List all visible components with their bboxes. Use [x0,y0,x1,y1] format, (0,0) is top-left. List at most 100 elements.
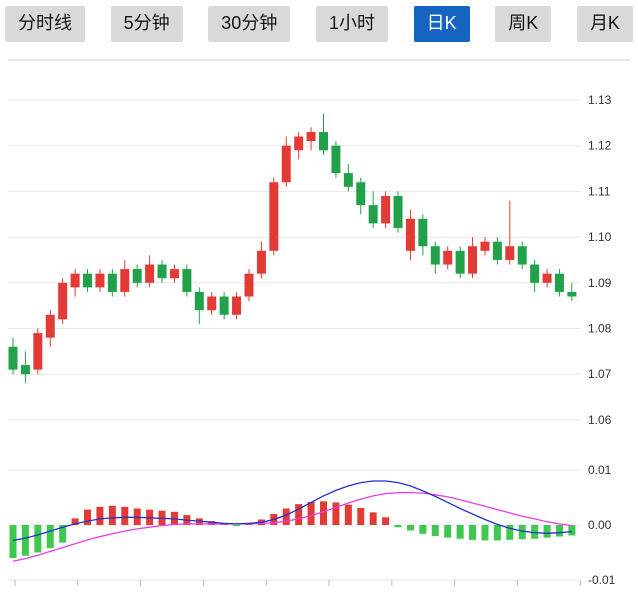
macd-bar-down [481,525,489,541]
candle-body [281,145,291,183]
candle-body [567,291,577,297]
candle-body [145,264,155,283]
candle-body [169,269,179,279]
svg-text:1.13: 1.13 [588,93,612,107]
macd-bar-down [21,525,29,556]
candle-body [343,173,353,187]
candles [8,113,577,384]
macd-bar-up [282,508,290,525]
candle-body [219,296,229,315]
period-button-30min[interactable]: 30分钟 [208,6,291,42]
period-button-weekly-k[interactable]: 周K [495,6,552,42]
macd-bar-up [344,504,352,525]
period-button-5min[interactable]: 5分钟 [110,6,183,42]
macd-bar-down [531,525,539,539]
macd-bar-down [59,525,67,543]
candle-body [492,241,502,260]
macd-bar-down [9,525,17,558]
candle-body [294,136,304,151]
candle-body [405,218,415,251]
svg-text:1.09: 1.09 [588,276,612,290]
candle-body [70,273,80,288]
svg-text:1.12: 1.12 [588,139,612,153]
candle-body [58,282,68,320]
macd-bar-down [543,525,551,538]
period-button-monthly-k[interactable]: 月K [576,6,633,42]
candle-body [356,182,366,206]
chart-area: 1.13 1.12 1.11 1.10 1.09 1.08 1.07 1.06 0.01 0.00… [0,48,638,587]
dif-line [12,480,572,542]
svg-text:1.06: 1.06 [588,413,612,427]
candle-body [256,250,266,274]
macd-bar-up [382,517,390,525]
macd-bar-up [332,502,340,525]
candle-body [45,314,55,338]
candle-body [418,218,428,247]
svg-text:1.08: 1.08 [588,322,612,336]
macd-bar-down [456,525,464,539]
macd-bar-up [84,509,92,525]
candle-body [33,333,43,370]
candle-body [530,264,540,283]
candle-body [505,246,515,260]
candle-body [157,264,167,279]
macd-axis-labels: 0.01 0.00 -0.01 [588,463,616,587]
macd-bar-up [307,501,315,525]
candle-body [232,296,242,315]
macd-bar-down [46,525,54,549]
candle-body [306,131,316,142]
macd-bar-down [506,525,514,540]
period-button-1hour[interactable]: 1小时 [315,6,388,42]
candle-body [120,269,130,292]
candle-body [319,131,328,151]
svg-text:-0.01: -0.01 [588,573,616,587]
candle-body [517,246,527,265]
candle-body [269,182,279,251]
candle-body [443,250,453,265]
svg-text:1.07: 1.07 [588,367,612,381]
macd-bar-down [568,525,576,536]
macd-bar-up [108,505,116,525]
macd-bar-up [357,507,365,525]
candle-body [368,205,378,224]
candle-body [554,273,564,292]
candle-body [468,246,478,274]
macd-bar-down [419,525,427,534]
macd-bar-up [320,501,327,525]
macd-bar-down [394,525,402,528]
macd-bar-down [518,525,526,540]
period-button-timeshare[interactable]: 分时线 [5,6,85,42]
macd-bar-up [121,506,129,525]
svg-text:0.01: 0.01 [588,463,612,477]
candle-body [182,269,192,292]
period-button-daily-k[interactable]: 日K [413,6,470,42]
period-toolbar: 分时线 5分钟 30分钟 1小时 日K 周K 月K [0,0,638,48]
candle-body [8,346,18,370]
macd-histogram [9,501,576,558]
candle-body [107,273,117,292]
macd-bar-up [295,504,303,525]
candle-body [83,273,93,288]
candle-body [381,195,391,224]
candle-body [194,291,204,311]
candle-body [455,250,465,274]
svg-text:1.11: 1.11 [588,184,611,198]
candle-body [207,296,217,311]
macd-bar-down [555,525,563,537]
macd-bar-up [71,518,79,525]
macd-bar-down [444,525,452,538]
candle-body [542,273,552,283]
candle-body [132,269,142,283]
candle-body [430,246,440,265]
candle-body [20,365,30,375]
macd-bar-down [34,525,42,553]
candlestick-macd-chart: 1.13 1.12 1.11 1.10 1.09 1.08 1.07 1.06 0.01 0.00… [8,59,630,587]
macd-bar-down [493,525,501,541]
macd-bar-down [406,525,414,531]
macd-bar-down [431,525,439,536]
x-axis-ticks [14,580,581,586]
price-axis-labels: 1.13 1.12 1.11 1.10 1.09 1.08 1.07 1.06 [588,93,612,427]
macd-bar-down [233,525,241,527]
price-grid [8,99,580,421]
